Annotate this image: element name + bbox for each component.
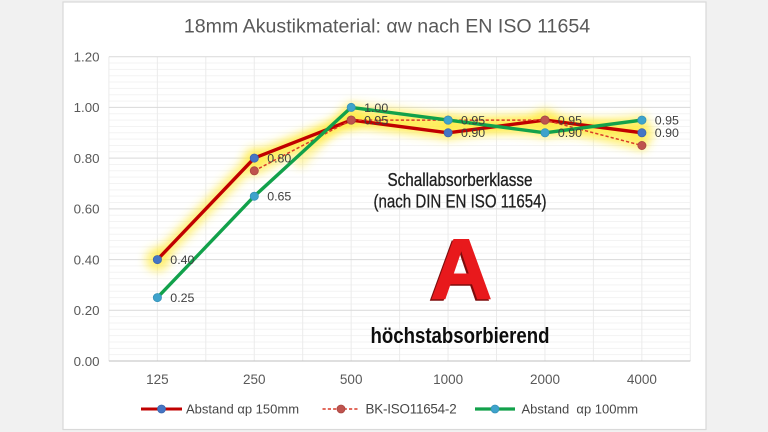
svg-text:125: 125 bbox=[146, 372, 169, 387]
svg-text:0.95: 0.95 bbox=[655, 114, 679, 128]
svg-text:18mm Akustikmaterial: αw nach: 18mm Akustikmaterial: αw nach EN ISO 116… bbox=[184, 15, 590, 37]
svg-text:0.20: 0.20 bbox=[74, 303, 100, 318]
svg-text:1.00: 1.00 bbox=[74, 100, 100, 115]
svg-text:A: A bbox=[429, 224, 491, 319]
svg-text:0.95: 0.95 bbox=[364, 114, 388, 128]
svg-text:0.00: 0.00 bbox=[74, 354, 100, 369]
svg-text:0.90: 0.90 bbox=[558, 126, 582, 140]
svg-text:0.25: 0.25 bbox=[170, 291, 194, 305]
svg-text:0.40: 0.40 bbox=[74, 252, 100, 267]
svg-text:2000: 2000 bbox=[530, 372, 560, 387]
svg-text:0.65: 0.65 bbox=[267, 190, 291, 204]
svg-text:BK-ISO11654-2: BK-ISO11654-2 bbox=[366, 402, 457, 417]
svg-text:4000: 4000 bbox=[627, 372, 657, 387]
svg-text:0.40: 0.40 bbox=[170, 253, 194, 267]
svg-text:0.60: 0.60 bbox=[74, 202, 100, 217]
svg-text:0.80: 0.80 bbox=[74, 151, 100, 166]
svg-text:Schallabsorberklasse: Schallabsorberklasse bbox=[388, 170, 533, 190]
svg-text:Abstand αp 150mm: Abstand αp 150mm bbox=[186, 402, 299, 417]
svg-text:1.00: 1.00 bbox=[364, 101, 388, 115]
svg-text:A: A bbox=[430, 222, 492, 317]
svg-text:1.20: 1.20 bbox=[74, 50, 100, 65]
svg-text:0.95: 0.95 bbox=[461, 114, 485, 128]
svg-text:höchstabsorbierend: höchstabsorbierend bbox=[371, 323, 550, 348]
svg-text:250: 250 bbox=[243, 372, 266, 387]
svg-text:0.95: 0.95 bbox=[558, 114, 582, 128]
svg-text:(nach DIN EN ISO 11654): (nach DIN EN ISO 11654) bbox=[374, 192, 547, 212]
svg-text:500: 500 bbox=[340, 372, 363, 387]
svg-text:0.90: 0.90 bbox=[655, 126, 679, 140]
svg-text:1000: 1000 bbox=[433, 372, 463, 387]
svg-text:0.80: 0.80 bbox=[267, 152, 291, 166]
svg-text:0.90: 0.90 bbox=[461, 126, 485, 140]
svg-text:Abstand αp 100mm: Abstand αp 100mm bbox=[522, 402, 639, 417]
